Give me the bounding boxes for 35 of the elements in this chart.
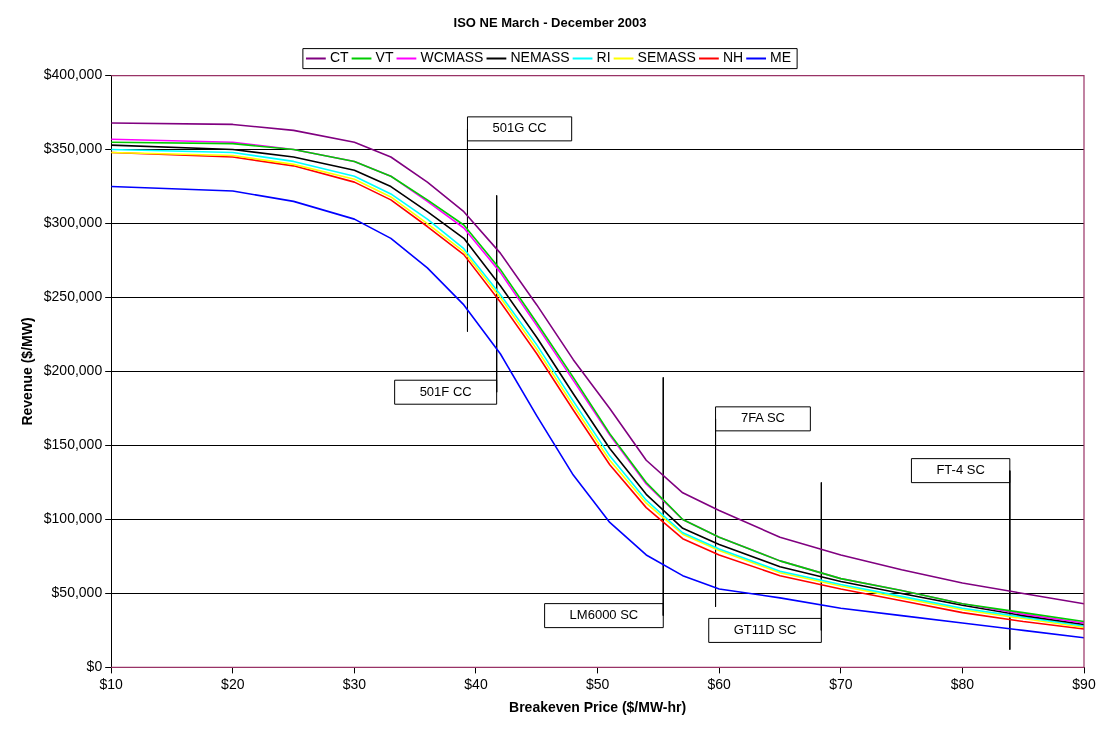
- legend-label: WCMASS: [420, 49, 484, 66]
- legend-label: CT: [329, 49, 349, 66]
- legend-label: RI: [596, 49, 611, 66]
- legend-label: NEMASS: [510, 49, 570, 66]
- y-tick-label: $400,000: [43, 66, 103, 83]
- y-tick-label: $50,000: [51, 584, 103, 601]
- annotation: LM6000 SC: [569, 607, 639, 623]
- x-axis-title: Breakeven Price ($/MW-hr): [509, 699, 687, 716]
- legend-label: SEMASS: [637, 49, 696, 66]
- y-tick-label: $300,000: [43, 214, 103, 231]
- x-tick-label: $70: [829, 675, 853, 692]
- x-tick-label: $90: [1072, 675, 1096, 692]
- annotation: 501G CC: [492, 120, 547, 136]
- annotation: 7FA SC: [740, 410, 785, 426]
- y-tick-label: $100,000: [43, 510, 103, 527]
- y-tick-label: $200,000: [43, 362, 103, 379]
- x-tick-label: $50: [585, 675, 610, 692]
- x-tick-label: $10: [99, 675, 124, 692]
- legend-label: NH: [722, 49, 744, 66]
- y-tick-label: $0: [86, 658, 103, 675]
- x-tick-label: $40: [464, 675, 488, 692]
- legend-label: VT: [375, 49, 394, 66]
- annotation: 501F CC: [419, 383, 472, 399]
- y-tick-label: $250,000: [43, 288, 103, 305]
- chart-title: ISO NE March - December 2003: [453, 15, 647, 31]
- x-tick-label: $30: [342, 675, 367, 692]
- y-tick-label: $350,000: [43, 140, 103, 157]
- y-tick-label: $150,000: [43, 436, 103, 453]
- legend-label: ME: [770, 49, 792, 66]
- annotation: GT11D SC: [733, 621, 797, 637]
- y-axis-title: Revenue ($/MW): [19, 317, 36, 426]
- x-tick-label: $60: [707, 675, 732, 692]
- annotation: FT-4 SC: [936, 462, 985, 478]
- x-tick-label: $80: [950, 675, 975, 692]
- x-tick-label: $20: [221, 675, 245, 692]
